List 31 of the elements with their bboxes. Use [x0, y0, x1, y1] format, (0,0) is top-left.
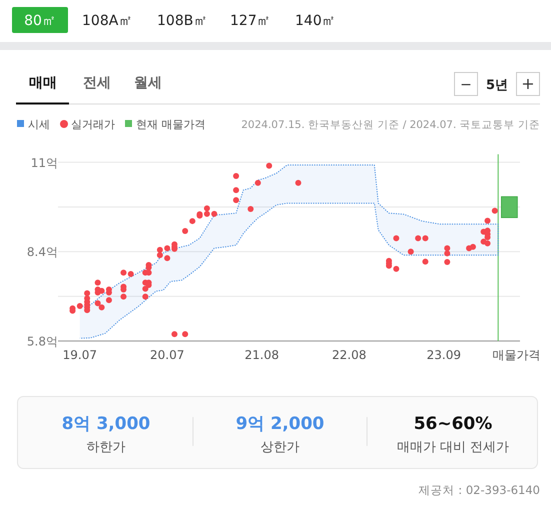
y-tick-label: 8.4억 [26, 245, 58, 260]
text: 하한가 [86, 440, 126, 455]
y-tick-label: 5.8억 [26, 334, 58, 348]
text: 140㎡ [295, 13, 336, 29]
text: 제공처 : 02-393-6140 [418, 483, 540, 497]
text: 2024.07.15. 한국부동산원 기준 / 2024.07. 국토교통부 기준 [241, 119, 540, 131]
text: 108B㎡ [157, 13, 208, 29]
x-tick-label: 23.09 [426, 348, 462, 362]
text: 5년 [486, 78, 508, 93]
x-tick-label: 20.07 [150, 348, 184, 362]
text: 매매가 대비 전세가 [396, 440, 510, 455]
y-tick-label: 11억 [30, 156, 58, 170]
legend-label: 시세 [28, 118, 50, 131]
text: 상한가 [260, 440, 300, 455]
text: 8억 3,000 [62, 414, 150, 434]
x-tick-label: 매물가격 [492, 348, 541, 362]
text: 매매 [29, 75, 57, 91]
text: + [521, 74, 535, 93]
text: 127㎡ [230, 13, 271, 29]
text: 56~60% [414, 414, 492, 434]
text: 80㎡ [24, 13, 56, 29]
text: 월세 [134, 75, 162, 91]
text: − [460, 77, 472, 93]
x-tick-label: 21.08 [244, 348, 280, 362]
text: 108A㎡ [82, 13, 132, 29]
x-tick-label: 19.07 [62, 348, 98, 362]
legend-label: 실거래가 [71, 118, 115, 131]
x-tick-label: 22.08 [332, 348, 366, 362]
text: 전세 [83, 75, 111, 91]
text: 9억 2,000 [236, 414, 324, 434]
legend-label: 현재 매물가격 [136, 118, 206, 131]
